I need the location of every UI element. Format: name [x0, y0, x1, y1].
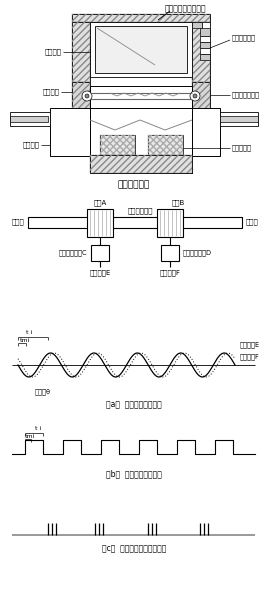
Bar [200, 36, 210, 42]
Text: 歯車A: 歯車A [93, 200, 107, 206]
Bar [200, 28, 210, 36]
Text: （b）  ゲートが開く時間: （b） ゲートが開く時間 [106, 469, 162, 479]
Bar [192, 82, 210, 112]
Text: トルク検出器: トルク検出器 [118, 180, 150, 190]
Text: 電磁式検出器C: 電磁式検出器C [58, 249, 87, 256]
Bar [72, 14, 210, 22]
Bar [90, 22, 192, 77]
Bar [161, 245, 179, 261]
Circle shape [137, 161, 144, 168]
Circle shape [193, 94, 197, 98]
Bar [72, 22, 90, 82]
Bar [90, 86, 192, 108]
Text: tmi: tmi [20, 337, 30, 343]
Bar [202, 22, 210, 32]
Circle shape [82, 91, 92, 101]
Text: 歯車B: 歯車B [171, 200, 185, 206]
Text: 内歯歯車: 内歯歯車 [43, 89, 60, 95]
Text: 出力信号F: 出力信号F [240, 353, 260, 361]
Text: 位相差θ: 位相差θ [35, 389, 51, 395]
Bar [95, 26, 187, 73]
Text: 信号出力E: 信号出力E [89, 269, 111, 277]
Bar [72, 22, 90, 82]
Bar [148, 135, 183, 155]
Text: 信号出力F: 信号出力F [160, 269, 180, 277]
Bar [100, 135, 135, 155]
Text: 負荷側: 負荷側 [246, 219, 259, 225]
Bar [28, 217, 242, 228]
Bar [10, 116, 48, 122]
Bar [157, 209, 183, 237]
Bar [50, 108, 90, 156]
Bar [100, 135, 135, 155]
Bar [192, 22, 210, 82]
Text: 電磁式検出器D: 電磁式検出器D [183, 249, 212, 256]
Bar [72, 14, 210, 22]
Text: 出力信号E: 出力信号E [240, 342, 260, 348]
Text: 検出器付属モーター: 検出器付属モーター [164, 5, 206, 14]
Bar [148, 135, 183, 155]
Text: 回転中空円筒: 回転中空円筒 [232, 35, 256, 41]
Bar [90, 155, 192, 173]
Bar [220, 112, 258, 126]
Bar [200, 48, 210, 54]
Text: 永久磁石: 永久磁石 [45, 48, 62, 56]
Text: 外歯歯車: 外歯歯車 [23, 142, 40, 148]
Bar [87, 209, 113, 237]
Bar [192, 22, 202, 28]
Bar [192, 82, 210, 112]
Bar [90, 108, 192, 173]
Text: トーションバー: トーションバー [232, 92, 260, 98]
Bar [200, 42, 210, 48]
Text: （c）  クロックパルス群の列: （c） クロックパルス群の列 [102, 544, 166, 554]
Bar [91, 245, 109, 261]
Text: t i: t i [26, 330, 32, 336]
Text: 検出コイル: 検出コイル [232, 145, 252, 151]
Text: t i: t i [35, 426, 41, 430]
Text: トルク伝達軸: トルク伝達軸 [127, 207, 153, 215]
Circle shape [190, 91, 200, 101]
Text: （a）  電磁検出器の信号: （a） 電磁検出器の信号 [106, 401, 162, 410]
Bar [200, 54, 210, 60]
Bar [90, 155, 192, 173]
Bar [192, 108, 220, 156]
Bar [220, 116, 258, 122]
Bar [192, 22, 210, 82]
Bar [72, 82, 90, 112]
Bar [72, 82, 90, 112]
Circle shape [85, 94, 89, 98]
Text: 駆動側: 駆動側 [12, 219, 24, 225]
Text: tmi: tmi [25, 434, 36, 439]
Bar [10, 112, 50, 126]
